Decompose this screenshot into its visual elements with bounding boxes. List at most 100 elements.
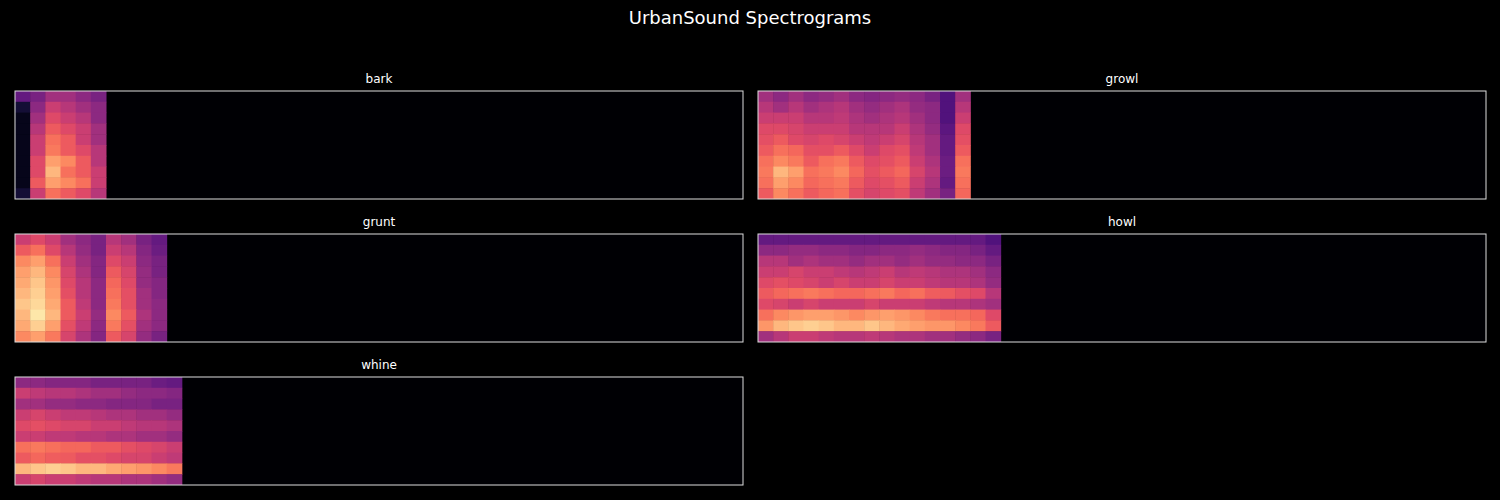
cell (879, 188, 895, 199)
cell (895, 320, 911, 331)
cells (758, 234, 1001, 342)
cell (45, 409, 61, 420)
cell (61, 299, 77, 310)
cell (819, 91, 835, 102)
panel-title: growl (1106, 72, 1139, 86)
cell (61, 420, 77, 431)
background (0, 0, 1500, 500)
cell (76, 299, 92, 310)
cell (758, 167, 774, 178)
cell (955, 256, 971, 267)
cell (788, 188, 804, 199)
cell (45, 91, 61, 102)
cell (955, 331, 971, 342)
cell (45, 474, 61, 485)
cell (788, 266, 804, 277)
cell (106, 431, 122, 442)
cell (106, 299, 122, 310)
cell (121, 288, 137, 299)
cell (864, 188, 880, 199)
cell (986, 245, 1002, 256)
cell (773, 288, 789, 299)
cell (940, 134, 956, 145)
cell (106, 266, 122, 277)
cell (167, 474, 183, 485)
cell (849, 188, 865, 199)
cell (61, 377, 77, 388)
cell (152, 453, 168, 464)
cell (152, 288, 168, 299)
cell (834, 310, 850, 321)
cell (970, 320, 986, 331)
panel-title: whine (361, 358, 397, 372)
cell (925, 245, 941, 256)
cell (106, 310, 122, 321)
cell (864, 320, 880, 331)
cell (773, 310, 789, 321)
cell (91, 463, 107, 474)
cell (758, 156, 774, 167)
cell (849, 288, 865, 299)
cell (61, 91, 77, 102)
cell (15, 377, 31, 388)
cell (986, 320, 1002, 331)
panel: bark (15, 72, 743, 200)
cell (895, 145, 911, 156)
cell (15, 134, 31, 145)
cell (15, 167, 31, 178)
cell (121, 245, 137, 256)
cell (45, 463, 61, 474)
cell (849, 123, 865, 134)
cell (895, 299, 911, 310)
cell (773, 134, 789, 145)
cell (91, 113, 107, 124)
plot-area (15, 234, 743, 342)
cell (834, 177, 850, 188)
cell (136, 377, 152, 388)
cell (91, 156, 107, 167)
cell (773, 331, 789, 342)
cell (106, 463, 122, 474)
cell (925, 188, 941, 199)
cell (834, 102, 850, 113)
cell (986, 234, 1002, 245)
cell (819, 331, 835, 342)
cell (895, 91, 911, 102)
cell (940, 156, 956, 167)
cell (819, 277, 835, 288)
cell (76, 474, 92, 485)
cell (895, 245, 911, 256)
cell (15, 463, 31, 474)
cell (804, 91, 820, 102)
cell (925, 113, 941, 124)
cell (106, 399, 122, 410)
cell (986, 288, 1002, 299)
cell (136, 320, 152, 331)
cell (91, 91, 107, 102)
cell (30, 420, 46, 431)
cell (76, 399, 92, 410)
cell (955, 277, 971, 288)
cell (30, 320, 46, 331)
cell (773, 256, 789, 267)
cell (879, 320, 895, 331)
cell (879, 177, 895, 188)
panel: howl (758, 215, 1486, 343)
cell (76, 113, 92, 124)
cell (167, 463, 183, 474)
cell (864, 299, 880, 310)
cell (804, 156, 820, 167)
frame (758, 234, 1486, 342)
cell (788, 167, 804, 178)
cell (45, 310, 61, 321)
cell (925, 102, 941, 113)
cell (910, 91, 926, 102)
cell (91, 420, 107, 431)
cell (940, 245, 956, 256)
cell (136, 463, 152, 474)
cell (970, 299, 986, 310)
cell (986, 310, 1002, 321)
cell (970, 256, 986, 267)
cell (30, 453, 46, 464)
cell (970, 288, 986, 299)
